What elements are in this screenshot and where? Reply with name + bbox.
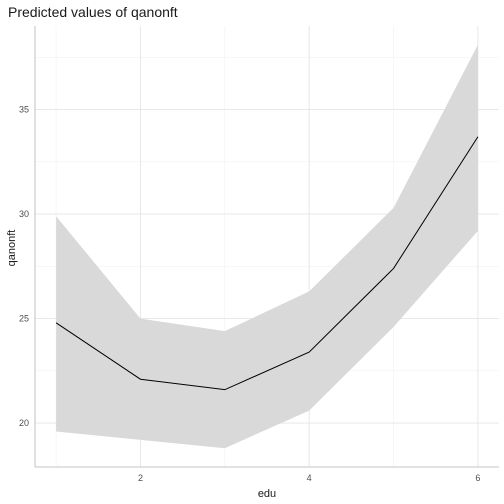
tick-labels: 2 4 6 20 25 30 35 <box>19 105 480 483</box>
y-tick-label: 20 <box>19 418 29 428</box>
y-axis-label: qanonft <box>6 230 18 267</box>
x-tick-label: 4 <box>307 473 312 483</box>
chart-title: Predicted values of qanonft <box>8 4 178 20</box>
x-tick-label: 6 <box>475 473 480 483</box>
prediction-line-layer <box>55 136 479 391</box>
x-tick-label: 2 <box>138 473 143 483</box>
x-axis-label: edu <box>258 488 276 500</box>
y-tick-label: 35 <box>19 105 29 115</box>
prediction-line <box>55 136 479 391</box>
confidence-band-layer <box>56 44 478 449</box>
y-tick-label: 30 <box>19 209 29 219</box>
y-tick-label: 25 <box>19 314 29 324</box>
confidence-band <box>56 44 478 449</box>
axes <box>34 26 499 468</box>
